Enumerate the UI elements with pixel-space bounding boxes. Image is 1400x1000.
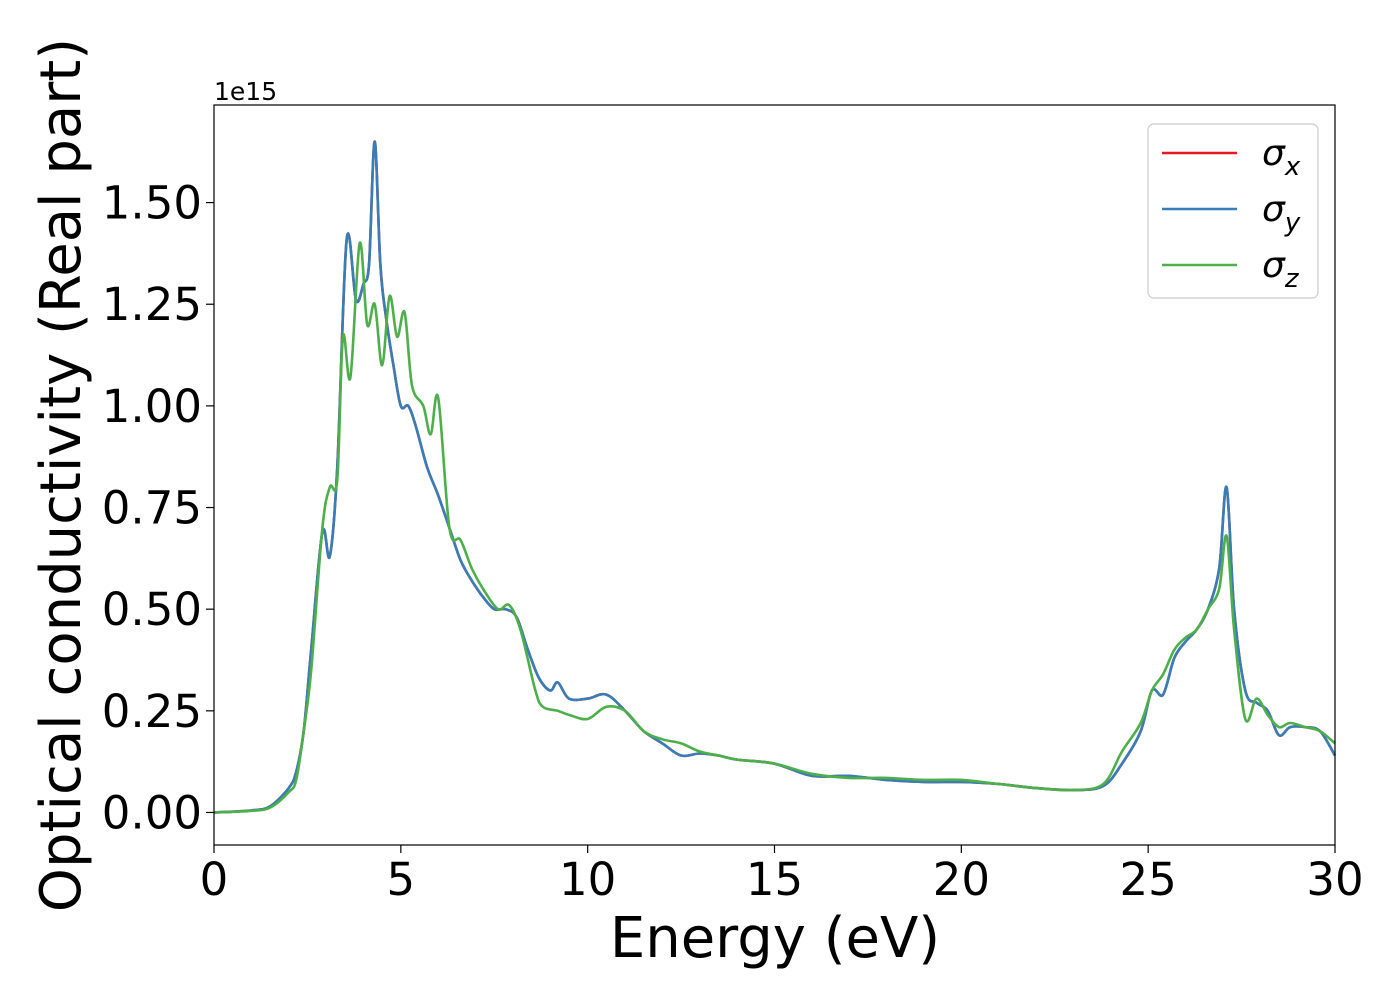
x-axis-ticks: 0 5 10 15 20 25 30: [200, 845, 1364, 906]
x-tick-label: 10: [559, 853, 616, 906]
legend-label: σz: [1262, 245, 1300, 294]
x-axis-label: Energy (eV): [610, 906, 940, 971]
y-offset-text: 1e15: [214, 77, 277, 106]
y-tick-label: 1.25: [102, 278, 202, 331]
legend-box: [1147, 123, 1319, 299]
x-tick-label: 25: [1120, 853, 1177, 906]
legend: σx σy σz: [1147, 123, 1319, 299]
y-tick-label: 0.25: [102, 685, 202, 738]
y-tick-label: 1.50: [102, 177, 202, 230]
legend-label: σx: [1262, 133, 1301, 182]
x-tick-label: 15: [746, 853, 803, 906]
y-axis-ticks: 0.00 0.25 0.50 0.75 1.00 1.25 1.50: [102, 177, 214, 839]
x-tick-label: 5: [387, 853, 416, 906]
x-tick-label: 30: [1306, 853, 1363, 906]
x-tick-label: 20: [933, 853, 990, 906]
x-tick-label: 0: [200, 853, 229, 906]
y-tick-label: 1.00: [102, 380, 202, 433]
y-tick-label: 0.75: [102, 482, 202, 535]
y-tick-label: 0.00: [102, 786, 202, 839]
series-layer: [213, 140, 1337, 814]
legend-label: σy: [1262, 189, 1301, 238]
y-axis-label: Optical conductivity (Real part): [29, 38, 94, 912]
y-tick-label: 0.50: [102, 583, 202, 636]
plot-frame: [213, 104, 1336, 846]
series-line-z: [213, 241, 1336, 814]
